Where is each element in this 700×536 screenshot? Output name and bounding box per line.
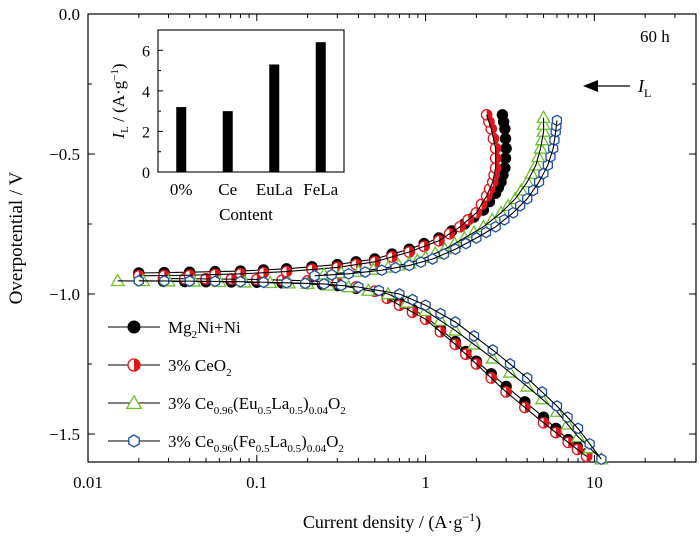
inset-y-tick-label: 6 — [142, 43, 150, 60]
data-point — [128, 434, 140, 448]
x-tick-label: 10 — [586, 473, 603, 492]
svg-text:IL: IL — [637, 76, 651, 100]
time-annotation: 60 h — [640, 27, 670, 46]
inset-bar — [222, 111, 233, 172]
inset-y-axis-label: IL / (A·g−1) — [109, 63, 131, 139]
inset-y-tick-label: 2 — [142, 124, 150, 141]
y-tick-label: −0.5 — [49, 145, 80, 164]
inset-bars-group — [176, 42, 326, 172]
inset-x-tick-label: 0% — [170, 180, 193, 199]
y-tick-label: −1.0 — [49, 285, 80, 304]
series-line-anodic — [314, 120, 558, 277]
legend-label: 3% Ce0.96(Fe0.5La0.5)0.04O2 — [168, 432, 344, 455]
inset-x-tick-label: EuLa — [256, 180, 293, 199]
legend-label: Mg2Ni+Ni — [168, 318, 241, 341]
series-line-anodic — [138, 114, 497, 277]
x-axis-label: Current density / (A·g−1) — [303, 510, 481, 533]
data-point — [127, 320, 141, 334]
y-axis-label: Overpotential / V — [6, 171, 27, 304]
main-series-group — [110, 108, 609, 466]
inset-x-axis-label: Content — [219, 205, 273, 224]
series-4 — [133, 114, 607, 466]
data-point — [110, 273, 126, 287]
inset-frame — [157, 29, 345, 173]
series-line-cathodic — [138, 280, 602, 460]
legend-label: 3% CeO2 — [168, 356, 232, 379]
inset-bar-chart: 0 2 4 6 0% Ce EuLa FeLa IL / (A·g−1) Content — [109, 29, 345, 224]
main-plot-frame — [87, 13, 697, 463]
inset-bar — [315, 42, 326, 172]
data-point — [125, 394, 143, 410]
x-tick-label: 0.1 — [246, 473, 267, 492]
data-point — [443, 227, 456, 240]
y-tick-label: −1.5 — [49, 425, 80, 444]
legend-label: 3% Ce0.96(Eu0.5La0.5)0.04O2 — [168, 394, 346, 417]
data-point — [496, 109, 509, 121]
main-axis-ticks: 0.01 0.1 1 10 0.0 −0.5 −1.0 −1.5 — [49, 5, 697, 492]
data-point — [127, 358, 141, 372]
inset-y-tick-label: 4 — [142, 84, 150, 101]
y-tick-label: 0.0 — [59, 5, 80, 24]
il-arrow-annotation: IL — [583, 76, 651, 100]
inset-axis-ticks: 0 2 4 6 0% Ce EuLa FeLa — [142, 29, 339, 199]
legend: Mg2Ni+Ni 3% CeO2 3% Ce0.96(Eu0.5La0.5)0.04… — [108, 318, 346, 455]
x-tick-label: 1 — [421, 473, 430, 492]
inset-bar — [269, 64, 280, 172]
inset-y-tick-label: 0 — [142, 165, 150, 182]
inset-bar — [176, 107, 187, 172]
inset-x-tick-label: FeLa — [303, 180, 338, 199]
inset-x-tick-label: Ce — [218, 180, 237, 199]
x-tick-label: 0.01 — [73, 473, 103, 492]
data-point — [551, 114, 563, 127]
